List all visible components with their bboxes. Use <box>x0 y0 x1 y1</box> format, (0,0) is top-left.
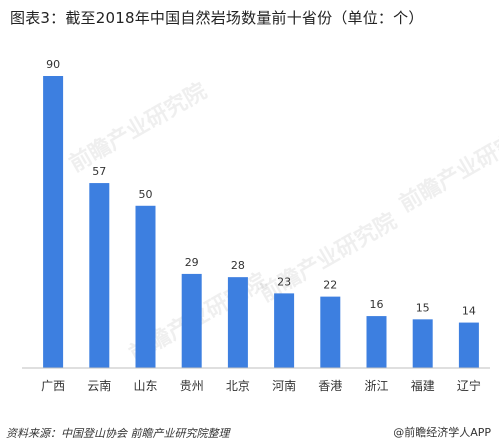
data-label: 29 <box>185 256 199 269</box>
x-tick-labels: 广西 云南 山东 贵州 北京 河南 香港 浙江 福建 辽宁 <box>41 378 481 393</box>
x-tick-label: 云南 <box>87 378 111 393</box>
brand-label: @前瞻经济学人APP <box>393 426 491 439</box>
bar-广西 <box>43 76 64 368</box>
bar-云南 <box>89 183 110 368</box>
x-tick-label: 广西 <box>41 379 65 393</box>
data-label: 90 <box>46 58 60 71</box>
x-tick-label: 北京 <box>226 379 250 393</box>
data-label: 14 <box>462 305 476 318</box>
data-label: 50 <box>139 188 153 201</box>
bar-北京 <box>227 277 248 368</box>
bars-group <box>43 76 479 368</box>
bar-浙江 <box>366 316 387 368</box>
x-tick-label: 山东 <box>133 379 157 393</box>
x-tick-label: 辽宁 <box>457 378 481 393</box>
x-tick-label: 贵州 <box>180 379 204 393</box>
data-label: 15 <box>416 301 430 314</box>
chart-title: 图表3：截至2018年中国自然岩场数量前十省份（单位：个） <box>10 9 424 27</box>
data-label: 57 <box>92 165 106 178</box>
x-tick-label: 福建 <box>411 378 435 393</box>
x-tick-label: 河南 <box>272 378 296 393</box>
source-note: 资料来源：中国登山协会 前瞻产业研究院整理 <box>6 427 230 440</box>
x-tick-label: 香港 <box>318 379 342 393</box>
data-label: 28 <box>231 259 245 272</box>
bar-山东 <box>135 205 156 368</box>
labels-group: 90 57 50 29 28 23 22 16 15 14 <box>46 58 476 318</box>
data-label: 23 <box>277 275 291 288</box>
data-label: 16 <box>370 298 384 311</box>
bar-河南 <box>274 293 295 368</box>
bar-福建 <box>412 319 433 368</box>
bar-香港 <box>320 296 341 368</box>
x-tick-label: 浙江 <box>364 379 388 393</box>
data-label: 22 <box>323 279 337 292</box>
bar-辽宁 <box>458 322 479 368</box>
bar-贵州 <box>181 273 202 368</box>
